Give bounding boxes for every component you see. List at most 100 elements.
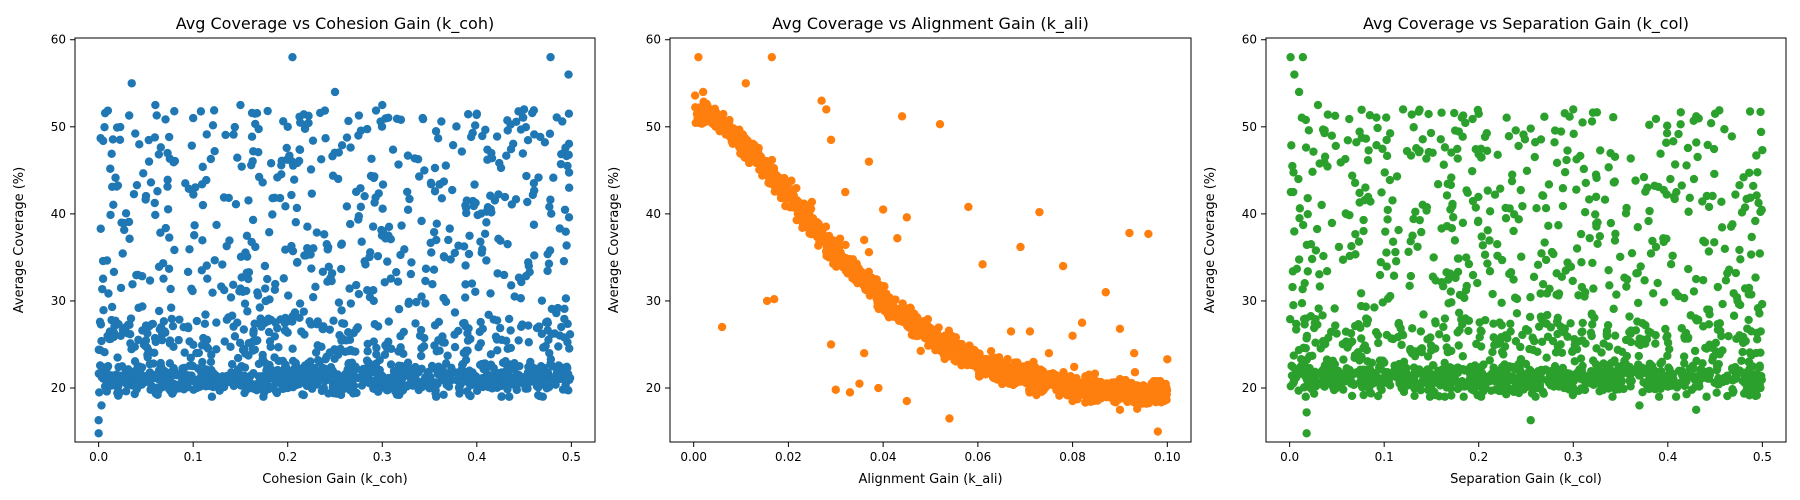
data-point xyxy=(189,190,198,199)
data-point xyxy=(1746,250,1756,259)
data-point xyxy=(1342,209,1351,219)
data-point xyxy=(373,370,382,379)
data-point xyxy=(519,379,528,388)
data-point xyxy=(1356,289,1366,298)
data-point xyxy=(534,173,543,182)
data-point xyxy=(296,118,305,127)
data-point xyxy=(1739,338,1748,348)
data-point xyxy=(1587,309,1597,318)
data-point xyxy=(1406,271,1416,281)
data-point xyxy=(429,265,439,274)
data-point xyxy=(433,134,443,143)
data-point xyxy=(404,299,413,308)
data-point xyxy=(384,317,393,326)
data-point xyxy=(1323,110,1333,119)
data-point xyxy=(372,343,381,353)
data-point xyxy=(1729,311,1739,320)
data-point xyxy=(247,237,256,247)
data-point xyxy=(1288,267,1298,276)
data-point xyxy=(466,391,475,401)
data-point xyxy=(1320,128,1329,138)
data-point xyxy=(292,203,302,213)
data-point xyxy=(996,358,1006,368)
data-point xyxy=(1380,373,1389,382)
data-point xyxy=(1666,174,1675,184)
data-point xyxy=(1537,337,1547,346)
data-point xyxy=(1544,221,1553,231)
y-tick-label: 40 xyxy=(646,207,661,221)
data-point xyxy=(561,143,570,152)
data-point xyxy=(1596,146,1605,155)
data-point xyxy=(317,342,326,352)
data-point xyxy=(841,187,850,197)
data-point xyxy=(196,373,205,382)
data-point xyxy=(1354,319,1363,329)
data-point xyxy=(339,319,349,328)
data-point xyxy=(1680,293,1689,303)
data-point xyxy=(279,274,288,283)
data-point xyxy=(537,329,547,339)
data-point xyxy=(1641,187,1650,196)
data-point xyxy=(1431,370,1440,380)
data-point xyxy=(1591,210,1600,219)
data-point xyxy=(417,344,426,353)
data-point xyxy=(1718,346,1727,355)
data-point xyxy=(1483,259,1492,268)
data-point xyxy=(241,286,251,296)
data-point xyxy=(1674,129,1683,139)
data-point xyxy=(1302,408,1311,417)
data-point xyxy=(147,381,156,391)
data-point xyxy=(902,396,912,406)
data-point xyxy=(503,116,512,125)
data-point xyxy=(1602,329,1611,339)
data-point xyxy=(432,235,441,245)
data-point xyxy=(482,256,491,265)
data-point xyxy=(1397,340,1406,350)
data-point xyxy=(446,255,455,264)
data-point xyxy=(1310,318,1320,328)
data-point xyxy=(347,375,357,384)
data-point xyxy=(320,230,329,239)
data-point xyxy=(1316,379,1326,389)
data-point xyxy=(1286,52,1295,62)
data-point xyxy=(461,261,470,270)
data-point xyxy=(461,203,471,213)
data-point xyxy=(1439,322,1448,332)
data-point xyxy=(1408,324,1417,333)
data-point xyxy=(494,190,503,199)
data-point xyxy=(1511,383,1520,392)
data-point xyxy=(1562,155,1571,165)
data-point xyxy=(368,222,378,231)
data-point xyxy=(243,307,252,316)
data-point xyxy=(923,315,933,324)
x-tick-label: 0.02 xyxy=(775,450,802,464)
data-point xyxy=(565,344,574,353)
data-point xyxy=(1525,312,1535,322)
data-point xyxy=(1315,159,1324,168)
data-point xyxy=(719,116,728,125)
data-point xyxy=(543,266,552,276)
data-point xyxy=(329,316,338,325)
data-point xyxy=(821,222,831,231)
data-point xyxy=(362,356,372,365)
data-point xyxy=(723,124,733,133)
data-point xyxy=(866,280,875,289)
data-point xyxy=(1025,327,1035,336)
data-point xyxy=(826,135,836,145)
data-point xyxy=(1578,361,1587,371)
data-point xyxy=(281,372,291,381)
data-point xyxy=(524,321,533,330)
data-point xyxy=(1364,146,1373,155)
data-point xyxy=(1454,341,1463,350)
data-point xyxy=(184,323,193,333)
data-point xyxy=(1392,172,1402,181)
data-point xyxy=(1676,378,1685,387)
data-point xyxy=(746,148,755,158)
data-point xyxy=(522,171,531,181)
data-point xyxy=(212,318,221,327)
data-point xyxy=(1115,405,1125,414)
data-point xyxy=(1581,178,1591,188)
data-point xyxy=(1731,190,1740,199)
data-point xyxy=(691,103,700,112)
